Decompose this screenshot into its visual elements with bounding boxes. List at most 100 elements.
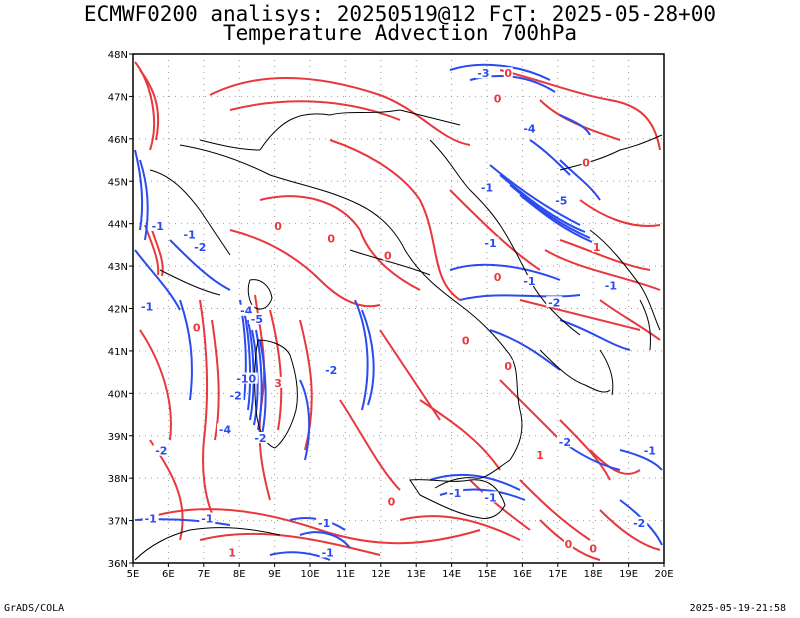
contour-label-bg [142,512,159,524]
contour-label-bg [323,364,340,376]
contour-label: 0 [327,233,335,246]
lon-tick-label: 16E [513,569,532,580]
advection-contours [134,61,663,561]
footer-credit: GrADS/COLA [4,603,65,614]
contour-label-bg [192,241,209,253]
contour-label: -5 [251,313,263,326]
contour-label-bg [383,249,393,261]
contour-label: 0 [388,496,396,509]
contour-label-bg [602,279,619,291]
contour-label-bg [139,300,156,312]
contour-label-bg [199,512,216,524]
contour-label-bg [217,423,234,435]
lon-tick-label: 6E [162,569,175,580]
contour-label: -4 [523,122,536,135]
contour-label: -2 [254,432,266,445]
contour-label: -1 [523,275,535,288]
lat-tick-label: 45N [108,177,128,188]
contour-label: -1 [449,487,461,500]
contour-label: -1 [484,491,496,504]
contour-label-bg [447,487,464,499]
contour-label: 0 [274,220,282,233]
contour-label-bg [592,241,602,253]
contour-label-bg [556,436,573,448]
lat-tick-label: 36N [108,559,128,570]
lon-tick-label: 18E [584,569,603,580]
contour-label-bg [386,495,396,507]
contour-label: -1 [322,547,334,560]
contour-label-bg [273,219,283,231]
contour-label-bg [521,122,538,134]
lat-tick-label: 38N [108,474,128,485]
contour-label: 0 [589,542,597,555]
lat-tick-label: 40N [108,389,128,400]
contour-label: -2 [559,436,571,449]
lon-tick-label: 20E [654,569,673,580]
contour-label-bg [631,516,648,528]
contour-label: -1 [184,228,196,241]
contour-label: -4 [219,424,232,437]
contour-label: 0 [494,271,502,284]
lon-tick-label: 10E [300,569,319,580]
contour-label: 0 [462,334,470,347]
contour-label-bg [153,444,170,456]
lon-tick-label: 15E [477,569,496,580]
contour-label-bg [475,67,492,79]
lat-tick-label: 47N [108,92,128,103]
contour-label: -1 [145,513,157,526]
lon-tick-label: 7E [197,569,210,580]
contour-label: -2 [155,445,167,458]
lon-tick-label: 17E [548,569,567,580]
contour-label: 0 [582,156,590,169]
contour-label-bg [503,359,513,371]
contour-label: -2 [325,364,337,377]
lat-tick-label: 43N [108,262,128,273]
contour-label: 0 [193,322,201,335]
lat-tick-label: 44N [108,220,128,231]
lon-tick-label: 9E [268,569,281,580]
contour-label: 1 [593,241,601,254]
contour-label: -1 [152,220,164,233]
contour-label-bg [493,92,503,104]
map-title-line1: ECMWF0200 analisys: 20250519@12 FcT: 202… [83,2,717,26]
contour-label-bg [149,219,166,231]
contour-label: 0 [384,250,392,263]
plot-frame [132,53,665,564]
contour-label-bg [316,516,333,528]
contour-label-bg [326,232,336,244]
contour-label-bg [192,321,202,333]
contour-label-bg [521,275,538,287]
contour-label: -1 [484,237,496,250]
contour-label-bg [588,542,598,554]
contour-label: -1 [141,301,153,314]
lon-tick-label: 8E [233,569,246,580]
lon-tick-label: 5E [127,569,140,580]
contour-label-bg [248,313,265,325]
map-title-line2: Temperature Advection 700hPa [222,21,577,45]
contour-label: -1 [644,445,656,458]
contour-label: -1 [605,279,617,292]
contour-label: 0 [494,93,502,106]
contour-label: -10 [236,373,256,386]
lat-tick-label: 42N [108,305,128,316]
coastlines-and-borders [134,109,663,561]
negative-contours [134,63,663,561]
contour-label: 0 [504,67,512,80]
contour-label-bg [461,334,471,346]
contour-label-bg [482,236,499,248]
contour-label: -2 [633,517,645,530]
lat-tick-label: 48N [108,50,128,61]
contour-label-bg [535,448,545,460]
contour-label-bg [227,389,244,401]
lon-tick-label: 13E [407,569,426,580]
lon-tick-label: 14E [442,569,461,580]
contour-label-bg [273,376,283,388]
contour-label: 1 [228,547,236,560]
contour-label-bg [181,228,198,240]
contour-label: -2 [194,241,206,254]
contour-label: -1 [201,513,213,526]
contour-label: -1 [481,182,493,195]
contour-label-bg [234,372,258,384]
